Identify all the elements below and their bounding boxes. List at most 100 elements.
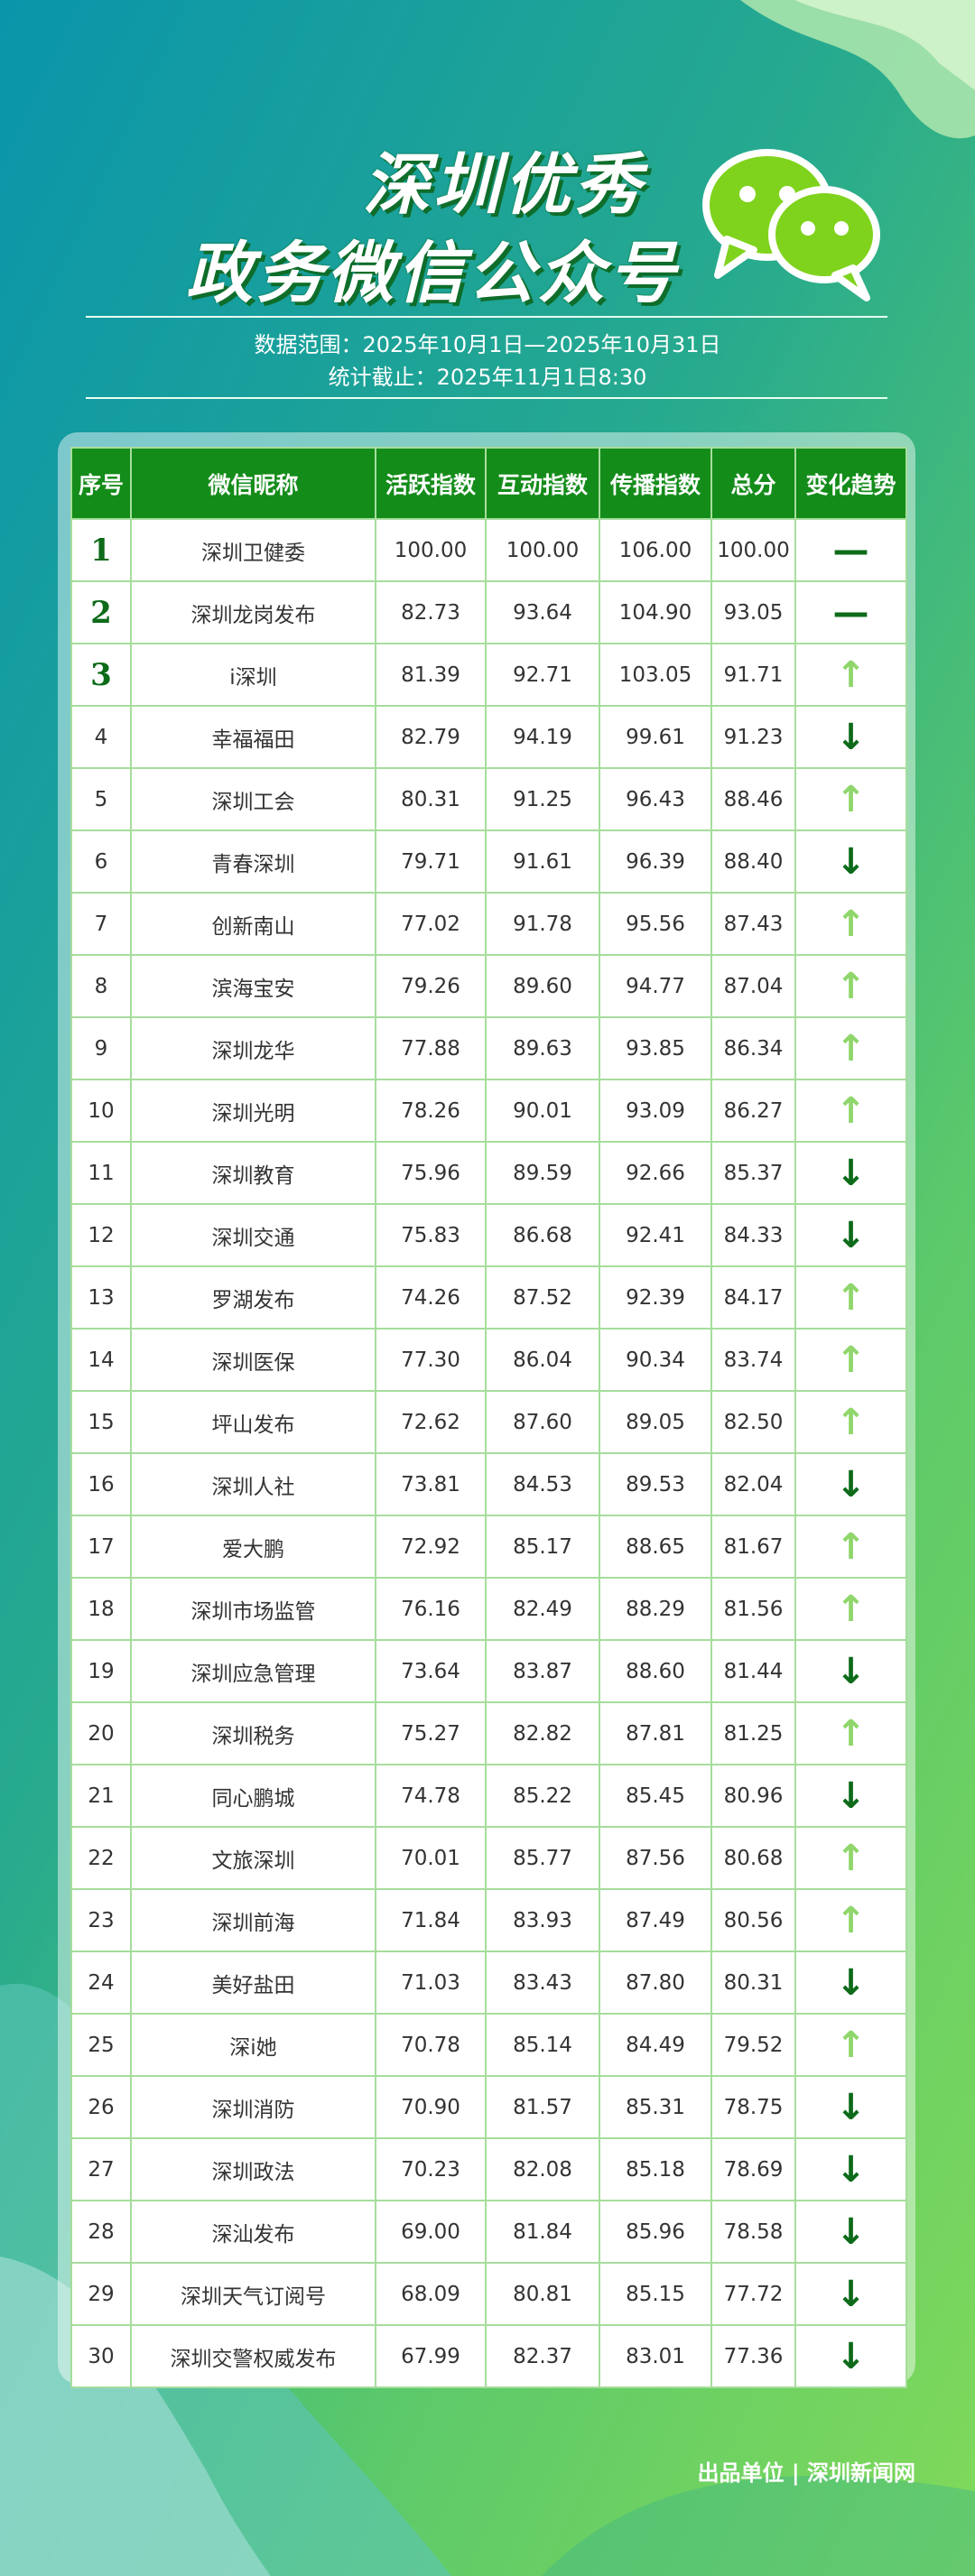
rank: 5 xyxy=(70,767,132,831)
score: 77.36 xyxy=(710,2324,796,2388)
account-name: 深圳天气订阅号 xyxy=(130,2262,376,2326)
account-name: 深圳税务 xyxy=(130,1701,376,1765)
account-name: 深汕发布 xyxy=(130,2200,376,2264)
score: 75.27 xyxy=(375,1701,487,1765)
score: 100.00 xyxy=(710,518,796,582)
score: 80.68 xyxy=(710,1826,796,1890)
rank: 1 xyxy=(70,518,132,582)
trend: ↓ xyxy=(794,829,907,894)
score: 89.05 xyxy=(599,1390,712,1454)
account-name: 深圳交通 xyxy=(130,1203,376,1267)
score: 82.08 xyxy=(485,2137,600,2201)
date-range: 数据范围：2025年10月1日—2025年10月31日 xyxy=(254,332,721,357)
account-name: i深圳 xyxy=(130,643,376,707)
score: 86.27 xyxy=(710,1079,796,1143)
rank: 16 xyxy=(70,1452,132,1516)
rank: 8 xyxy=(70,954,132,1018)
score: 81.84 xyxy=(485,2200,600,2264)
rank: 20 xyxy=(70,1701,132,1765)
trend: ↓ xyxy=(794,2075,907,2139)
trend: ↓ xyxy=(794,705,907,769)
score: 79.71 xyxy=(375,829,487,894)
account-name: 深圳人社 xyxy=(130,1452,376,1516)
account-name: 滨海宝安 xyxy=(130,954,376,1018)
score: 100.00 xyxy=(375,518,487,582)
score: 91.23 xyxy=(710,705,796,769)
rank: 21 xyxy=(70,1764,132,1828)
score: 82.82 xyxy=(485,1701,600,1765)
score: 85.45 xyxy=(599,1764,712,1828)
score: 84.53 xyxy=(485,1452,600,1516)
score: 85.15 xyxy=(599,2262,712,2326)
table-row: 29 深圳天气订阅号 68.09 80.81 85.15 77.72 ↓ xyxy=(70,2262,907,2326)
score: 91.71 xyxy=(710,643,796,707)
table-row: 15 坪山发布 72.62 87.60 89.05 82.50 ↑ xyxy=(70,1390,907,1454)
score: 85.17 xyxy=(485,1515,600,1579)
account-name: 同心鹏城 xyxy=(130,1764,376,1828)
score: 86.34 xyxy=(710,1016,796,1080)
trend: ↓ xyxy=(794,1452,907,1516)
account-name: 创新南山 xyxy=(130,892,376,956)
score: 96.39 xyxy=(599,829,712,894)
trend: ↑ xyxy=(794,1016,907,1080)
score: 73.64 xyxy=(375,1639,487,1703)
score: 93.64 xyxy=(485,580,600,644)
account-name: 深i她 xyxy=(130,2013,376,2077)
account-name: 深圳应急管理 xyxy=(130,1639,376,1703)
score: 86.04 xyxy=(485,1328,600,1392)
score: 88.46 xyxy=(710,767,796,831)
score: 90.01 xyxy=(485,1079,600,1143)
column-header: 变化趋势 xyxy=(794,447,907,520)
rank: 28 xyxy=(70,2200,132,2264)
score: 81.39 xyxy=(375,643,487,707)
score: 92.41 xyxy=(599,1203,712,1267)
score: 91.25 xyxy=(485,767,600,831)
rank: 17 xyxy=(70,1515,132,1579)
table-row: 18 深圳市场监管 76.16 82.49 88.29 81.56 ↑ xyxy=(70,1577,907,1641)
score: 82.79 xyxy=(375,705,487,769)
table-row: 23 深圳前海 71.84 83.93 87.49 80.56 ↑ xyxy=(70,1888,907,1952)
score: 87.49 xyxy=(599,1888,712,1952)
trend: ↑ xyxy=(794,954,907,1018)
account-name: 深圳市场监管 xyxy=(130,1577,376,1641)
score: 75.96 xyxy=(375,1141,487,1205)
rank: 7 xyxy=(70,892,132,956)
rank: 11 xyxy=(70,1141,132,1205)
score: 70.90 xyxy=(375,2075,487,2139)
score: 82.73 xyxy=(375,580,487,644)
title-line2: 政务微信公众号 xyxy=(186,235,679,312)
score: 85.18 xyxy=(599,2137,712,2201)
trend: — xyxy=(794,580,907,644)
account-name: 爱大鹏 xyxy=(130,1515,376,1579)
rank: 25 xyxy=(70,2013,132,2077)
trend: ↑ xyxy=(794,767,907,831)
account-name: 深圳政法 xyxy=(130,2137,376,2201)
score: 89.60 xyxy=(485,954,600,1018)
score: 78.75 xyxy=(710,2075,796,2139)
account-name: 深圳卫健委 xyxy=(130,518,376,582)
score: 87.52 xyxy=(485,1265,600,1330)
table-row: 7 创新南山 77.02 91.78 95.56 87.43 ↑ xyxy=(70,892,907,956)
trend: ↑ xyxy=(794,643,907,707)
table-row: 9 深圳龙华 77.88 89.63 93.85 86.34 ↑ xyxy=(70,1016,907,1080)
score: 87.04 xyxy=(710,954,796,1018)
table-row: 13 罗湖发布 74.26 87.52 92.39 84.17 ↑ xyxy=(70,1265,907,1330)
account-name: 深圳龙岗发布 xyxy=(130,580,376,644)
score: 71.84 xyxy=(375,1888,487,1952)
score: 87.43 xyxy=(710,892,796,956)
score: 87.56 xyxy=(599,1826,712,1890)
rank: 19 xyxy=(70,1639,132,1703)
score: 89.63 xyxy=(485,1016,600,1080)
score: 85.31 xyxy=(599,2075,712,2139)
score: 100.00 xyxy=(485,518,600,582)
score: 95.56 xyxy=(599,892,712,956)
score: 92.71 xyxy=(485,643,600,707)
score: 89.53 xyxy=(599,1452,712,1516)
account-name: 深圳教育 xyxy=(130,1141,376,1205)
rank: 3 xyxy=(70,643,132,707)
account-name: 深圳工会 xyxy=(130,767,376,831)
rank: 13 xyxy=(70,1265,132,1330)
trend: ↓ xyxy=(794,1203,907,1267)
table-row: 21 同心鹏城 74.78 85.22 85.45 80.96 ↓ xyxy=(70,1764,907,1828)
